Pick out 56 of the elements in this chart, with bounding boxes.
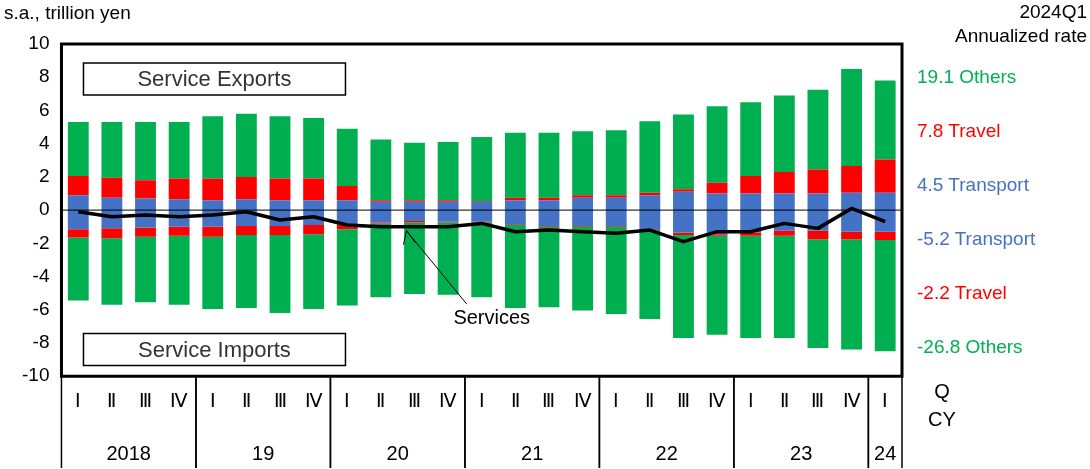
series-label: -5.2 Transport [917,228,1036,250]
x-tick-label: Ⅰ [209,389,216,411]
series-label: 4.5 Transport [917,174,1029,196]
text: CY [928,407,956,430]
legend-title: 2024Q1 Annualized rate [953,0,1087,48]
text: 2018 [106,441,151,464]
series-label: -26.8 Others [917,336,1023,358]
x-tick-label: Ⅳ [708,389,727,411]
y-tick-label: -8 [32,331,50,353]
text: 21 [521,441,544,464]
x-tick-label: Ⅲ [676,389,690,411]
y-tick-label: 0 [38,198,50,220]
x-tick-label: Ⅳ [304,389,323,411]
x-tick-label: Ⅰ [613,389,620,411]
y-tick-label: 8 [38,65,50,87]
annotation: Service Imports [138,336,291,362]
x-tick-label: Ⅲ [542,389,556,411]
text: -2.2 Travel [917,282,1007,304]
x-tick-label: Ⅳ [573,389,592,411]
y-tick-label: -6 [32,297,50,319]
text: 23 [790,441,813,464]
x-tick-label: Ⅰ [478,389,485,411]
x-tick-label: Ⅲ [407,389,421,411]
y-tick-label: -2 [32,231,50,253]
x-tick-label: Ⅱ [645,389,655,411]
x-tick-label: Ⅱ [510,389,520,411]
y-tick-label: -4 [32,264,50,286]
y-tick-label: 6 [38,98,50,120]
x-tick-label: Ⅰ [75,389,82,411]
text: 22 [655,441,678,464]
y-tick-label: -10 [21,364,50,386]
x-tick-label: Ⅱ [376,389,386,411]
x-tick-label: Ⅲ [811,389,825,411]
series-label: 7.8 Travel [917,120,1001,142]
annotation: Service Exports [137,65,292,91]
series-label: 19.1 Others [917,66,1017,88]
x-tick-label: Ⅰ [747,389,754,411]
x-tick-label: Ⅲ [139,389,153,411]
x-tick-label: Ⅱ [107,389,117,411]
x-tick-label: Ⅳ [439,389,458,411]
text: 24 [874,441,897,464]
x-tick-label: Ⅰ [344,389,351,411]
x-axis-title: Q [934,379,950,402]
x-tick-label: Ⅱ [779,389,789,411]
y-tick-label: 4 [38,131,50,153]
x-tick-label: Ⅱ [241,389,251,411]
x-tick-label: Ⅲ [273,389,287,411]
x-tick-label: Ⅳ [842,389,861,411]
y-tick-label: 10 [28,32,50,54]
text: Services [453,305,531,328]
y-axis-title: s.a., trillion yen [4,2,131,24]
y-tick-label: 2 [38,165,50,187]
text: 19 [252,441,275,464]
x-tick-label: Ⅳ [170,389,189,411]
x-tick-label: Ⅰ [882,389,889,411]
text: 20 [386,441,409,464]
